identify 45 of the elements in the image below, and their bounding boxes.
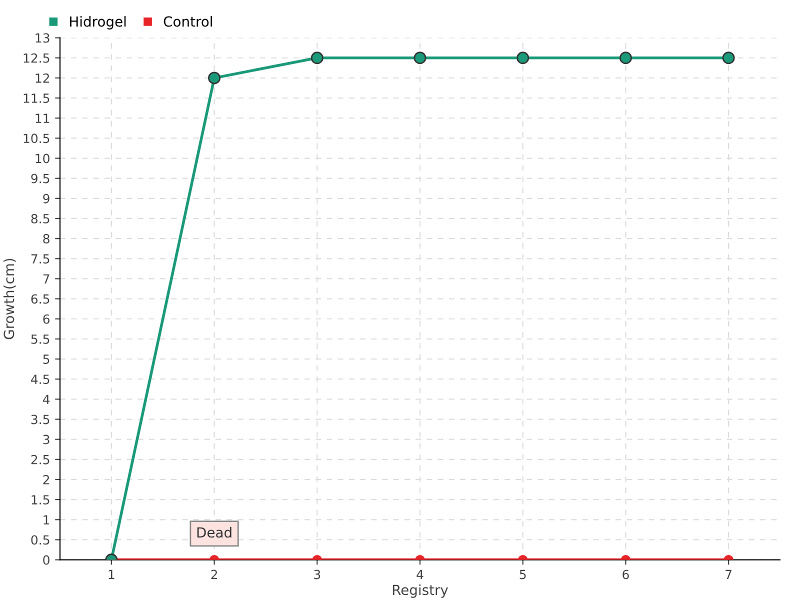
annotation: Dead xyxy=(197,526,232,538)
y-axis-title: Growth(cm) xyxy=(3,258,16,340)
y-tick-label: 9 xyxy=(43,194,50,204)
y-tick-label: 4 xyxy=(42,394,50,404)
y-tick-label: 7 xyxy=(43,274,50,284)
y-tick-label: 8 xyxy=(43,234,50,244)
y-tick-label: 3.5 xyxy=(31,414,50,424)
x-tick-label: 2 xyxy=(211,570,218,580)
y-tick-label: 5.5 xyxy=(31,334,50,344)
y-tick-label: 0 xyxy=(43,555,50,565)
y-tick-label: 7.5 xyxy=(31,254,50,264)
y-tick-label: 10 xyxy=(36,154,50,164)
y-tick-label: 6 xyxy=(43,314,50,324)
y-tick-label: 4.5 xyxy=(31,374,50,384)
x-tick-label: 4 xyxy=(416,570,424,580)
point xyxy=(619,52,632,64)
legend-label: Control xyxy=(164,16,212,27)
point xyxy=(414,52,426,64)
y-tick-label: 1.5 xyxy=(32,495,50,504)
y-tick-label: 11 xyxy=(36,114,50,123)
y-tick-label: 6.5 xyxy=(31,294,50,304)
point xyxy=(516,52,530,64)
x-tick-label: 6 xyxy=(622,570,629,580)
x-tick-label: 7 xyxy=(726,570,732,580)
y-tick-label: 10.5 xyxy=(24,134,50,144)
y-tick-label: 5 xyxy=(43,354,50,364)
point xyxy=(310,52,324,64)
y-tick-label: 11.5 xyxy=(24,94,50,103)
y-tick-label: 0.5 xyxy=(31,535,50,545)
point xyxy=(208,72,221,84)
y-tick-label: 8.5 xyxy=(31,214,50,224)
y-tick-label: 13 xyxy=(36,33,50,43)
x-tick-label: 5 xyxy=(520,570,526,580)
y-tick-label: 1 xyxy=(44,515,50,524)
point xyxy=(722,52,735,64)
x-tick-label: 3 xyxy=(314,570,320,580)
x-axis-title: Registry xyxy=(392,584,448,598)
y-tick-label: 3 xyxy=(43,434,50,444)
y-tick-label: 2.5 xyxy=(31,454,50,464)
x-tick-label: 1 xyxy=(108,570,114,580)
y-tick-label: 12.5 xyxy=(24,53,50,63)
y-tick-label: 9.5 xyxy=(31,174,50,184)
y-tick-label: 2 xyxy=(43,474,50,484)
legend-label: Hidrogel xyxy=(70,16,126,30)
y-tick-label: 12 xyxy=(36,73,50,83)
